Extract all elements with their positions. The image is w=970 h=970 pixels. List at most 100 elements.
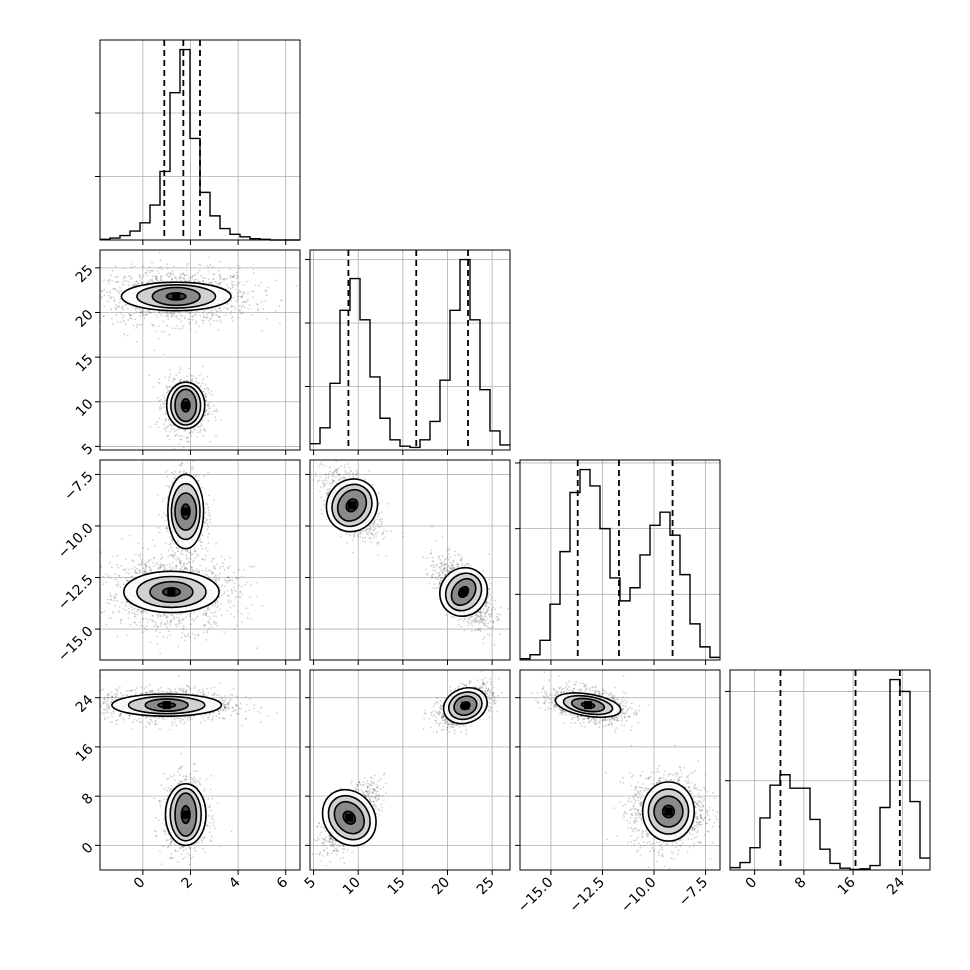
sample-point (202, 378, 205, 381)
sample-point (159, 279, 162, 282)
sample-point (123, 569, 126, 572)
sample-point (206, 549, 209, 552)
sample-point (132, 282, 135, 285)
sample-point (114, 287, 117, 290)
sample-point (159, 276, 162, 279)
sample-point (379, 520, 382, 522)
sample-point (223, 558, 226, 561)
sample-point (155, 314, 158, 317)
sample-point (179, 563, 182, 565)
sample-point (206, 522, 209, 525)
sample-point (370, 533, 373, 535)
sample-point (160, 276, 163, 278)
sample-point (174, 435, 176, 438)
sample-point (170, 471, 173, 474)
sample-point (252, 268, 255, 271)
sample-point (185, 264, 188, 267)
sample-point (187, 318, 190, 321)
sample-point (226, 582, 229, 584)
sample-point (211, 394, 214, 396)
sample-point (219, 608, 222, 611)
sample-point (319, 490, 321, 492)
sample-point (361, 537, 364, 539)
sample-point (209, 518, 212, 521)
sample-point (374, 532, 377, 535)
sample-point (96, 295, 98, 297)
sample-point (175, 558, 178, 561)
scatter-panel-0-1 (90, 249, 301, 455)
sample-point (198, 426, 201, 428)
sample-point (140, 311, 143, 314)
sample-point (121, 601, 123, 604)
sample-point (265, 290, 268, 293)
sample-point (185, 567, 188, 570)
sample-point (117, 610, 120, 612)
sample-point (142, 547, 145, 549)
sample-point (124, 603, 127, 606)
sample-point (170, 428, 173, 430)
sample-point (167, 316, 169, 318)
sample-point (141, 561, 143, 564)
sample-point (141, 610, 143, 613)
sample-point (96, 300, 98, 302)
sample-point (145, 618, 148, 620)
sample-point (159, 566, 162, 569)
sample-point (117, 280, 119, 283)
sample-point (202, 276, 205, 279)
sample-point (139, 563, 142, 566)
sample-point (201, 569, 204, 572)
sample-point (179, 559, 182, 562)
sample-point (191, 553, 194, 555)
sample-point (100, 565, 102, 568)
sample-point (232, 286, 235, 289)
sample-point (143, 310, 146, 313)
sample-point (126, 634, 128, 637)
sample-point (201, 319, 204, 322)
sample-point (139, 570, 142, 573)
sample-point (188, 561, 191, 564)
sample-point (112, 599, 115, 602)
sample-point (116, 563, 119, 566)
histogram-step (310, 258, 510, 449)
sample-point (160, 553, 163, 556)
sample-point (212, 557, 214, 560)
sample-point (231, 579, 234, 582)
sample-point (213, 499, 216, 502)
sample-point (178, 617, 181, 619)
sample-point (221, 584, 224, 587)
sample-point (374, 527, 377, 530)
sample-point (209, 521, 212, 524)
sample-point (152, 565, 155, 568)
sample-point (228, 576, 231, 579)
sample-point (217, 604, 219, 607)
sample-point (191, 315, 194, 318)
sample-point (104, 581, 107, 584)
sample-point (190, 618, 193, 621)
sample-point (255, 595, 258, 598)
sample-point (110, 594, 112, 597)
sample-point (203, 475, 206, 478)
sample-point (155, 624, 158, 626)
sample-point (369, 527, 372, 530)
sample-point (134, 553, 137, 556)
sample-point (192, 617, 194, 620)
sample-point (90, 294, 92, 296)
sample-point (160, 278, 163, 281)
sample-point (214, 576, 217, 578)
sample-point (170, 554, 172, 556)
sample-point (364, 529, 367, 532)
sample-point (327, 492, 330, 494)
sample-point (95, 569, 97, 571)
sample-point (197, 431, 199, 434)
sample-point (176, 314, 178, 317)
sample-point (96, 276, 98, 278)
sample-point (191, 275, 194, 278)
sample-point (152, 561, 155, 564)
sample-point (219, 307, 221, 310)
sample-point (220, 614, 223, 616)
sample-point (130, 313, 133, 316)
sample-point (157, 381, 159, 384)
sample-point (188, 367, 190, 370)
sample-point (156, 317, 159, 319)
sample-point (202, 279, 205, 282)
